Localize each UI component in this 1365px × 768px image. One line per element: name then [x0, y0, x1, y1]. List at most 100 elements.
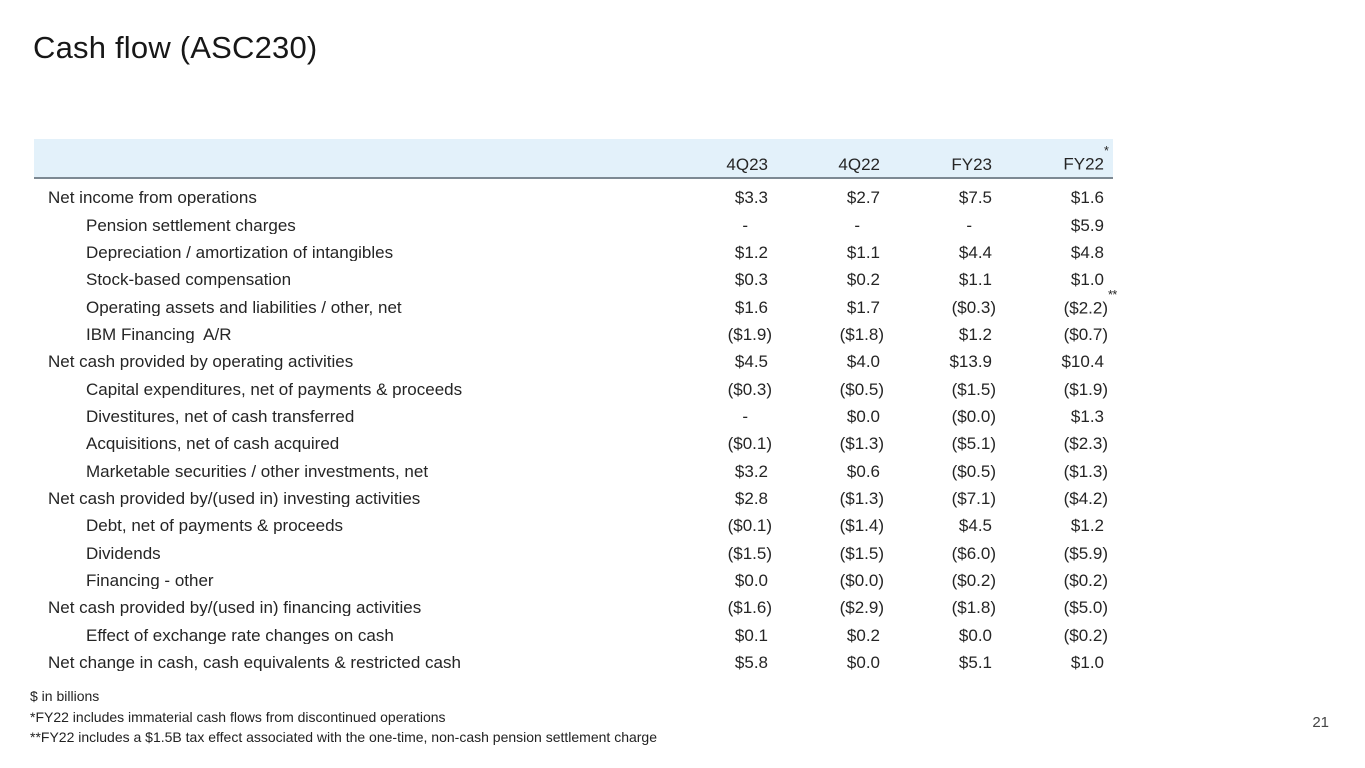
column-header-label: 4Q22: [838, 155, 880, 174]
value-text: $1.0: [1070, 653, 1104, 673]
value-text: $0.3: [734, 270, 768, 290]
value-cell: ($0.3): [660, 381, 772, 398]
value-cell: $10.4: [992, 353, 1104, 370]
value-text: $1.6: [1070, 188, 1104, 208]
value-cell: $1.2: [656, 244, 768, 261]
table-row: Marketable securities / other investment…: [34, 457, 1113, 484]
table-row: Capital expenditures, net of payments & …: [34, 375, 1113, 402]
value-cell: ($0.1): [660, 435, 772, 452]
value-cell: $5.1: [880, 654, 992, 671]
value-cell: $0.0: [880, 627, 992, 644]
value-text: -: [742, 406, 748, 426]
table-row: Net cash provided by operating activitie…: [34, 348, 1113, 375]
row-label: IBM Financing A/R: [86, 325, 232, 343]
row-label: Pension settlement charges: [86, 216, 296, 234]
value-cell: ($1.4): [772, 517, 884, 534]
value-text: $0.0: [846, 653, 880, 673]
table-row: Net cash provided by/(used in) financing…: [34, 594, 1113, 621]
value-cell: $0.1: [656, 627, 768, 644]
value-cell: ($0.0): [884, 408, 996, 425]
value-text: ($1.9): [1063, 379, 1108, 399]
value-text: $0.2: [846, 270, 880, 290]
value-cell: ($1.8): [772, 326, 884, 343]
value-text: $1.2: [1070, 516, 1104, 536]
row-label: Debt, net of payments & proceeds: [86, 517, 344, 535]
value-text: $0.6: [846, 461, 880, 481]
value-cell: $1.3: [992, 408, 1104, 425]
table-row: Dividends ($1.5) ($1.5) ($6.0) ($5.9): [34, 539, 1113, 566]
value-cell: ($0.5): [772, 381, 884, 398]
value-text: $4.8: [1070, 242, 1104, 262]
value-cell: $2.7: [768, 189, 880, 206]
value-text: $4.4: [958, 242, 992, 262]
value-cell: ($0.5): [884, 463, 996, 480]
value-cell: ($1.3): [772, 435, 884, 452]
value-cell: ($1.5): [660, 545, 772, 562]
value-cell: ($1.3): [772, 490, 884, 507]
value-cell: $4.4: [880, 244, 992, 261]
footnotes: $ in billions *FY22 includes immaterial …: [30, 686, 657, 748]
value-text: $10.4: [1061, 352, 1104, 372]
table-row: Depreciation / amortization of intangibl…: [34, 239, 1113, 266]
table-row: Pension settlement charges - - - $5.9: [34, 211, 1113, 238]
value-cell: ($0.1): [660, 517, 772, 534]
row-label: Operating assets and liabilities / other…: [86, 298, 402, 316]
value-text: $4.0: [846, 352, 880, 372]
value-text: ($0.7): [1063, 324, 1108, 344]
value-text: ($2.9): [839, 598, 884, 618]
value-text: $0.2: [846, 625, 880, 645]
value-text: $0.0: [846, 406, 880, 426]
table-row: Stock-based compensation $0.3 $0.2 $1.1 $1.0: [34, 266, 1113, 293]
value-cell: $4.5: [656, 353, 768, 370]
value-text: $1.6: [734, 297, 768, 317]
row-label: Capital expenditures, net of payments & …: [86, 380, 463, 398]
row-label: Acquisitions, net of cash acquired: [86, 435, 340, 453]
value-text: ($0.5): [951, 461, 996, 481]
value-text: ($1.8): [951, 598, 996, 618]
value-cell: ($0.2): [996, 572, 1108, 589]
value-text: ($0.2): [1063, 625, 1108, 645]
value-text: $4.5: [958, 516, 992, 536]
value-cell: ($0.7): [996, 326, 1108, 343]
value-cell: -: [656, 408, 768, 425]
row-label: Net change in cash, cash equivalents & r…: [48, 654, 461, 672]
value-text: ($5.1): [951, 434, 996, 454]
row-label: Net income from operations: [48, 189, 257, 207]
column-header-fy22: FY22*: [1063, 144, 1109, 174]
value-cell: ($6.0): [884, 545, 996, 562]
value-cell: $3.2: [656, 463, 768, 480]
table-header-row: 4Q23 4Q22 FY23 FY22*: [34, 139, 1113, 179]
value-text: $0.1: [734, 625, 768, 645]
footnote-1: *FY22 includes immaterial cash flows fro…: [30, 708, 446, 725]
value-cell: $0.3: [656, 271, 768, 288]
value-cell: $5.9: [992, 217, 1104, 234]
value-cell: ($0.2): [884, 572, 996, 589]
value-cell: $13.9: [880, 353, 992, 370]
table-row: Net income from operations $3.3 $2.7 $7.5 $1…: [34, 184, 1113, 211]
row-label: Divestitures, net of cash transferred: [86, 407, 355, 425]
value-cell: ($1.5): [884, 381, 996, 398]
value-text: $1.3: [1070, 406, 1104, 426]
column-header-label: FY22: [1063, 155, 1104, 174]
column-header-fy23: FY23: [880, 156, 992, 177]
value-text: -: [966, 215, 972, 235]
page-number: 21: [1312, 714, 1329, 731]
value-cell: $0.6: [768, 463, 880, 480]
value-text: ($1.3): [1063, 461, 1108, 481]
value-cell: $0.2: [768, 271, 880, 288]
value-text: $1.7: [846, 297, 880, 317]
value-cell: ($5.1): [884, 435, 996, 452]
row-label: Stock-based compensation: [86, 271, 292, 289]
value-cell: ($0.2): [996, 627, 1108, 644]
value-cell: ($2.3): [996, 435, 1108, 452]
value-text: $1.0: [1070, 270, 1104, 290]
value-text: ($0.1): [727, 516, 772, 536]
value-cell: -: [768, 217, 880, 234]
units-note: $ in billions: [30, 688, 100, 704]
value-text: ($4.2): [1063, 488, 1108, 508]
table-row: Acquisitions, net of cash acquired ($0.1)…: [34, 430, 1113, 457]
value-text: $2.7: [846, 188, 880, 208]
value-cell: ($5.9): [996, 545, 1108, 562]
value-text: ($1.5): [951, 379, 996, 399]
value-text: $3.2: [734, 461, 768, 481]
